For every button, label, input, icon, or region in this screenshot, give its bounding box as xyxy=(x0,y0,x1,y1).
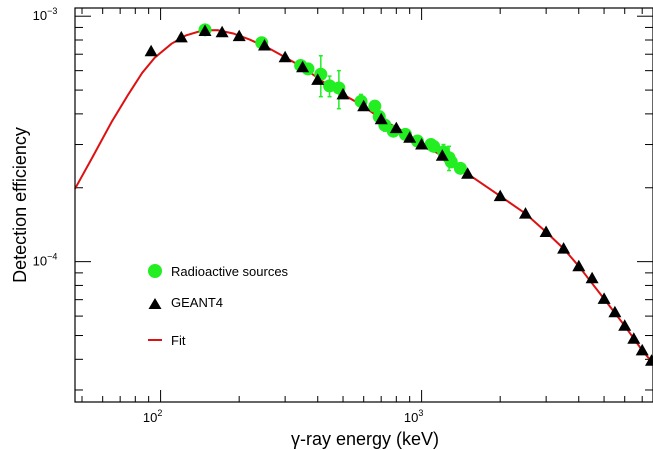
y-tick-label: 10−4 xyxy=(33,252,58,269)
geant4-point xyxy=(311,73,325,85)
legend-label-radioactive-sources: Radioactive sources xyxy=(171,264,289,279)
fit-curve xyxy=(74,29,653,365)
radioactive-source-point xyxy=(453,161,467,175)
legend: Radioactive sources GEANT4 Fit xyxy=(148,264,289,348)
legend-label-geant4: GEANT4 xyxy=(171,295,223,310)
radioactive-source-point xyxy=(427,139,441,153)
geant4-point xyxy=(278,50,292,63)
geant4-point xyxy=(572,259,586,272)
geant4-point xyxy=(296,60,310,73)
geant4-point xyxy=(635,343,649,356)
radioactive-source-point xyxy=(444,155,458,169)
geant4-point xyxy=(144,44,158,57)
legend-marker-geant4 xyxy=(148,298,162,309)
x-tick-label: 103 xyxy=(404,408,423,425)
geant4-point xyxy=(389,121,403,134)
axes xyxy=(75,8,653,402)
geant4-point xyxy=(403,131,417,143)
geant4-layer xyxy=(144,24,653,366)
geant4-point xyxy=(215,25,229,38)
geant4-point xyxy=(608,305,622,318)
geant4-point xyxy=(627,332,641,344)
plot-border xyxy=(74,7,653,403)
geant4-point xyxy=(357,99,371,112)
geant4-point xyxy=(618,319,632,331)
radioactive-sources-layer xyxy=(198,23,467,175)
x-tick-label: 102 xyxy=(143,408,162,425)
geant4-point xyxy=(232,29,246,42)
geant4-point xyxy=(258,39,271,51)
geant4-point xyxy=(435,149,449,161)
geant4-point xyxy=(557,242,571,254)
geant4-point xyxy=(336,87,350,100)
geant4-point xyxy=(597,292,611,304)
radioactive-source-point xyxy=(368,99,382,113)
geant4-point xyxy=(174,30,188,43)
plot-frame xyxy=(74,7,653,403)
geant4-point xyxy=(519,207,532,219)
geant4-point xyxy=(198,24,212,36)
x-axis-title: γ-ray energy (keV) xyxy=(291,429,439,449)
geant4-point xyxy=(374,112,388,125)
geant4-point xyxy=(493,189,507,202)
legend-label-fit: Fit xyxy=(171,333,186,348)
geant4-point xyxy=(415,138,429,150)
tick-labels: 102 103 10−4 10−3 xyxy=(33,6,424,425)
fit-curve-layer xyxy=(74,29,653,365)
y-tick-label: 10−3 xyxy=(33,6,58,23)
y-axis-title: Detection efficiency xyxy=(10,127,30,283)
geant4-point xyxy=(461,167,475,179)
legend-marker-radioactive-sources xyxy=(148,264,162,278)
geant4-point xyxy=(539,225,553,237)
geant4-point xyxy=(585,271,599,284)
geant4-point xyxy=(645,354,653,366)
